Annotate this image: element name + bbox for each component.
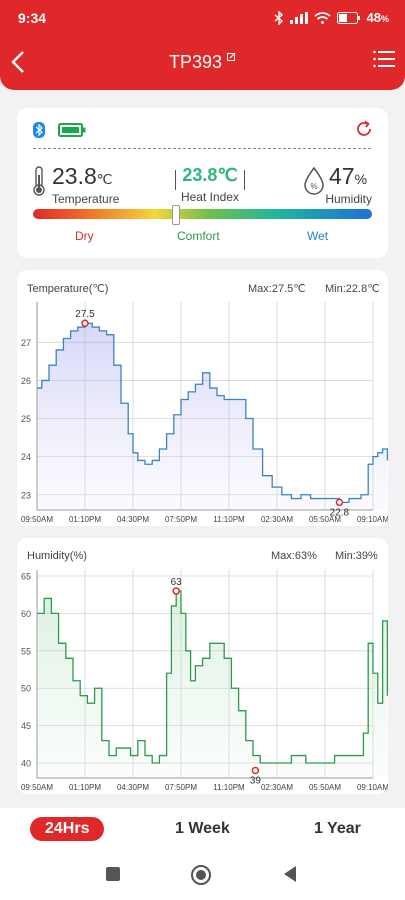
edit-icon[interactable] bbox=[227, 52, 236, 61]
refresh-icon[interactable] bbox=[355, 120, 373, 138]
status-bar: 9:34 48% bbox=[0, 0, 405, 36]
status-icons: 48% bbox=[274, 10, 389, 25]
hum-y-tick-label: 40 bbox=[21, 759, 31, 769]
back-icon[interactable] bbox=[10, 50, 26, 74]
divider bbox=[33, 148, 371, 149]
hum-x-tick-label: 07:50PM bbox=[165, 783, 197, 792]
humidity-min-label: Min:39% bbox=[335, 550, 378, 562]
thermometer-icon bbox=[33, 166, 45, 196]
hum-marker-label: 63 bbox=[171, 577, 183, 588]
temperature-max-label: Max:27.5℃ bbox=[248, 283, 306, 295]
comfort-marker bbox=[172, 205, 181, 225]
recents-icon[interactable] bbox=[106, 867, 120, 881]
temperature-chart[interactable]: 23 24 25 26 27 09:50AM 01:10PM 04:30PM 07:50PM 11… bbox=[17, 270, 388, 526]
comfort-dry-label: Dry bbox=[75, 229, 94, 243]
temp-y-tick-label: 25 bbox=[21, 414, 31, 424]
heat-index-label: Heat Index bbox=[180, 190, 240, 204]
hum-x-tick-label: 09:10AM bbox=[357, 783, 388, 792]
temp-x-tick-label: 09:50AM bbox=[21, 515, 53, 524]
temperature-chart-card: Temperature(℃) Max:27.5℃ Min:22.8℃ 23 24 2… bbox=[17, 270, 388, 526]
temp-marker bbox=[81, 319, 89, 327]
temperature-label: Temperature bbox=[52, 192, 120, 206]
temp-x-tick-label: 02:30AM bbox=[261, 515, 293, 524]
svg-text:%: % bbox=[310, 182, 317, 191]
temp-x-tick-label: 07:50PM bbox=[165, 515, 197, 524]
tab-24hrs[interactable]: 24Hrs bbox=[30, 817, 105, 841]
temp-area bbox=[37, 323, 388, 510]
tab-1-week[interactable]: 1 Week bbox=[175, 820, 230, 837]
humidity-value: 47% bbox=[329, 163, 368, 189]
home-icon[interactable] bbox=[190, 864, 212, 886]
hum-marker bbox=[251, 766, 260, 775]
comfort-comfort-label: Comfort bbox=[177, 229, 220, 243]
humidity-chart[interactable]: 40 45 50 55 60 65 09:50AM 01:10PM 04:30PM 07:50PM… bbox=[17, 538, 388, 794]
temp-y-tick-label: 24 bbox=[21, 452, 31, 462]
temp-x-tick-label: 11:10PM bbox=[213, 515, 245, 524]
system-nav-bar bbox=[0, 856, 405, 900]
temp-y-tick-label: 26 bbox=[21, 376, 31, 386]
status-time: 9:34 bbox=[18, 10, 47, 26]
temp-x-tick-label: 09:10AM bbox=[357, 515, 388, 524]
temp-marker-label: 22.8 bbox=[330, 507, 350, 518]
wifi-icon bbox=[313, 11, 331, 24]
device-title[interactable]: TP393 bbox=[0, 52, 405, 73]
hum-x-tick-label: 02:30AM bbox=[261, 783, 293, 792]
comfort-wet-label: Wet bbox=[307, 229, 329, 243]
humidity-chart-card: Humidity(%) Max:63% Min:39% 40 45 50 55 60 65… bbox=[17, 538, 388, 794]
humidity-max-label: Max:63% bbox=[271, 550, 317, 562]
hum-y-tick-label: 50 bbox=[21, 684, 31, 694]
tab-1-year[interactable]: 1 Year bbox=[314, 820, 361, 837]
temp-x-tick-label: 05:50AM bbox=[309, 515, 341, 524]
signal-icon bbox=[289, 11, 308, 24]
range-tabs: 24Hrs 1 Week 1 Year bbox=[0, 808, 405, 856]
app-bar: TP393 bbox=[0, 36, 405, 90]
temp-x-tick-label: 04:30PM bbox=[117, 515, 149, 524]
temp-y-tick-label: 23 bbox=[21, 490, 31, 500]
temperature-min-label: Min:22.8℃ bbox=[325, 283, 380, 295]
temp-marker-label: 27.5 bbox=[75, 309, 95, 320]
hum-area bbox=[37, 590, 388, 778]
heat-index-bracket bbox=[175, 170, 245, 190]
bluetooth-connected-icon bbox=[33, 122, 45, 138]
heat-index-value: 23.8℃ bbox=[182, 165, 238, 185]
bluetooth-icon bbox=[274, 10, 283, 25]
comfort-scale bbox=[33, 209, 372, 219]
hum-y-tick-label: 55 bbox=[21, 646, 31, 656]
battery-icon bbox=[336, 11, 360, 24]
back-nav-icon[interactable] bbox=[282, 865, 298, 883]
hum-y-tick-label: 45 bbox=[21, 721, 31, 731]
temp-x-tick-label: 01:10PM bbox=[69, 515, 101, 524]
hum-x-tick-label: 09:50AM bbox=[21, 783, 53, 792]
water-drop-icon: % bbox=[304, 166, 324, 195]
hum-y-tick-label: 65 bbox=[21, 572, 31, 582]
humidity-chart-title: Humidity(%) bbox=[27, 550, 87, 562]
hum-series-line bbox=[37, 590, 388, 764]
temp-y-tick-label: 27 bbox=[21, 338, 31, 348]
hum-x-tick-label: 05:50AM bbox=[309, 783, 341, 792]
hum-marker bbox=[172, 587, 180, 595]
temperature-chart-title: Temperature(℃) bbox=[27, 283, 109, 295]
device-battery-icon bbox=[58, 123, 86, 137]
hum-x-tick-label: 01:10PM bbox=[69, 783, 101, 792]
hum-marker-label: 39 bbox=[250, 776, 262, 787]
menu-list-icon[interactable] bbox=[373, 50, 395, 68]
summary-card: 23.8℃ Temperature 23.8℃ Heat Index % 47%… bbox=[17, 108, 388, 258]
hum-x-tick-label: 04:30PM bbox=[117, 783, 149, 792]
hum-x-tick-label: 11:10PM bbox=[213, 783, 245, 792]
humidity-label: Humidity bbox=[325, 192, 372, 206]
battery-percent: 48% bbox=[366, 10, 389, 25]
temp-marker bbox=[335, 498, 344, 507]
hum-y-tick-label: 60 bbox=[21, 609, 31, 619]
temperature-value: 23.8℃ bbox=[52, 163, 113, 189]
